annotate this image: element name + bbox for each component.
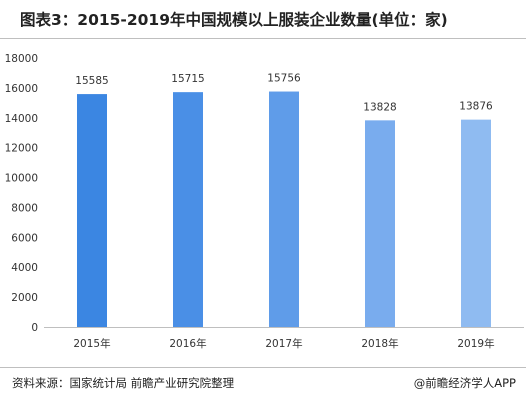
bar [173,92,203,327]
y-tick-label: 14000 [5,113,38,125]
x-tick-label: 2016年 [169,337,206,350]
y-tick-label: 2000 [11,292,38,304]
y-tick-label: 16000 [5,83,38,95]
data-label: 15756 [267,73,301,85]
data-label: 15715 [171,73,204,85]
footer-divider [0,367,526,368]
data-label: 13828 [363,101,396,113]
chart-title: 图表3：2015-2019年中国规模以上服装企业数量(单位：家) [20,11,448,29]
data-label: 15585 [75,75,108,87]
y-tick-label: 12000 [5,143,38,155]
y-tick-label: 6000 [11,232,38,244]
y-tick-label: 8000 [11,202,38,214]
brand-note: @前瞻经济学人APP [413,376,516,390]
y-tick-label: 10000 [5,173,38,185]
bar-chart: 0 2000 4000 6000 8000 10000 12000 14000 16000 180… [5,53,524,350]
y-tick-label: 0 [31,322,38,334]
bar [77,94,107,327]
y-tick-label: 18000 [5,53,38,65]
x-tick-label: 2015年 [73,337,110,350]
data-label: 13876 [459,101,493,113]
x-tick-label: 2017年 [265,337,302,350]
bar [269,91,299,327]
title-divider [0,38,526,39]
y-tick-label: 4000 [11,262,38,274]
x-tick-label: 2019年 [457,337,494,350]
x-tick-label: 2018年 [361,337,398,350]
bar [365,120,395,327]
bar [461,119,491,327]
source-note: 资料来源：国家统计局 前瞻产业研究院整理 [12,376,235,390]
